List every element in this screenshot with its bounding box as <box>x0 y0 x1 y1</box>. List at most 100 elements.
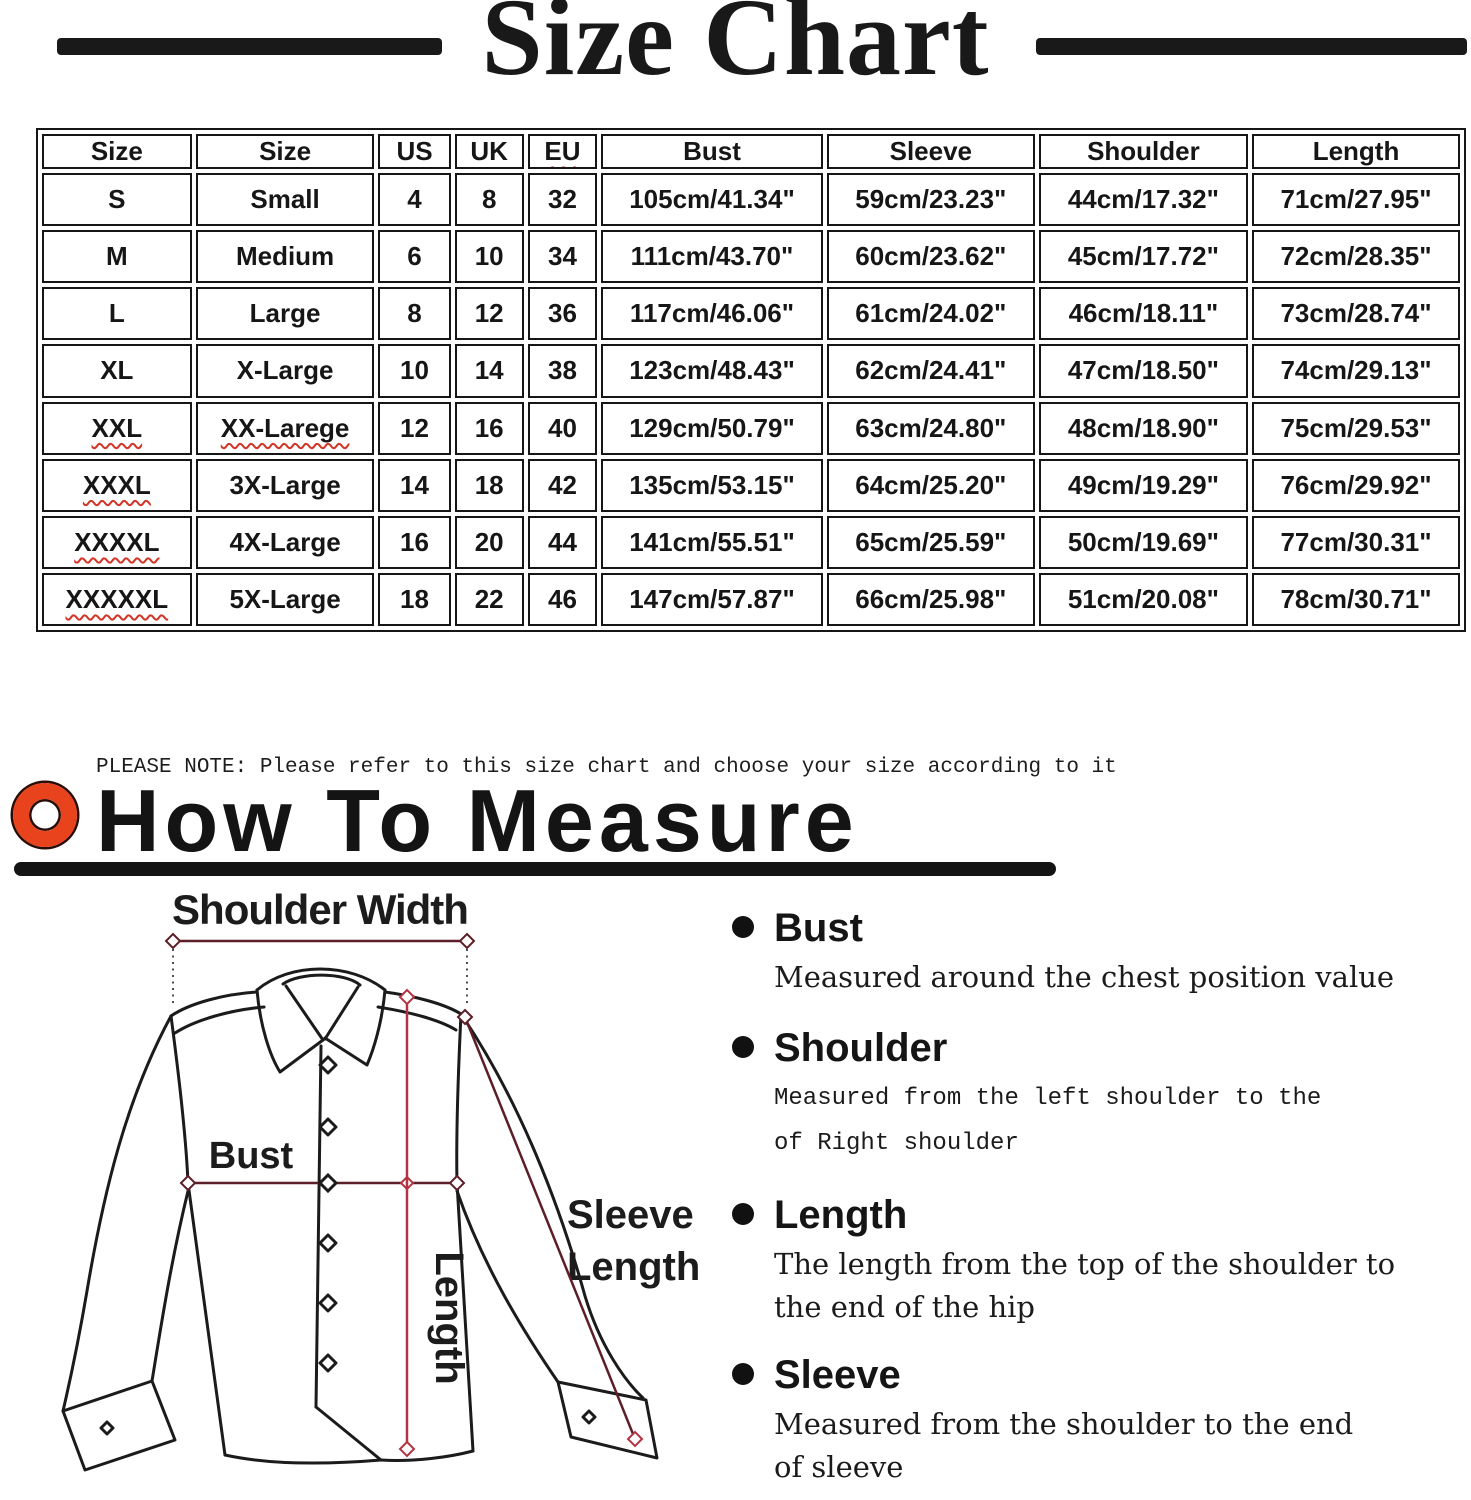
column-header: Sleeve <box>826 134 1035 169</box>
cell-size: XXXXL <box>42 515 192 569</box>
cell-length: 77cm/30.31" <box>1252 515 1460 569</box>
bullet-icon <box>732 1203 754 1225</box>
cell-eu: 42 <box>527 458 598 512</box>
cell-bust: 147cm/57.87" <box>601 572 823 626</box>
table-row: XXL XX-Larege 12 16 40 129cm/50.79" 63cm/24.80… <box>42 401 1460 455</box>
cell-name: Small <box>195 173 375 227</box>
table-row: XXXL 3X-Large 14 18 42 135cm/53.15" 64cm/25.20… <box>42 458 1460 512</box>
cell-us: 6 <box>378 230 451 284</box>
column-header: Size <box>195 134 375 169</box>
cell-uk: 18 <box>454 458 524 512</box>
cell-size: XL <box>42 344 192 398</box>
cell-length: 74cm/29.13" <box>1252 344 1460 398</box>
bust-measure-line <box>179 1172 466 1194</box>
page-title: Size Chart <box>481 0 990 98</box>
cell-uk: 8 <box>454 173 524 227</box>
sleeve-length-label-line1: Sleeve <box>567 1193 694 1237</box>
cell-size: L <box>42 287 192 341</box>
shoulder-width-label: Shoulder Width <box>172 886 468 933</box>
cell-eu: 36 <box>527 287 598 341</box>
cell-name: 4X-Large <box>195 515 375 569</box>
cell-uk: 10 <box>454 230 524 284</box>
size-table-head-row: Size Size US UK EU Bust Sleeve Shoulder Length <box>42 134 1460 169</box>
cell-length: 76cm/29.92" <box>1252 458 1460 512</box>
table-row: XL X-Large 10 14 38 123cm/48.43" 62cm/24.41" 47… <box>42 344 1460 398</box>
table-row: XXXXXL 5X-Large 18 22 46 147cm/57.87" 66cm/25.… <box>42 572 1460 626</box>
table-row: S Small 4 8 32 105cm/41.34" 59cm/23.23" 44cm/17… <box>42 173 1460 227</box>
measure-term: Bust <box>774 906 863 950</box>
cell-us: 10 <box>378 344 451 398</box>
cell-bust: 129cm/50.79" <box>601 401 823 455</box>
sleeve-length-label-line2: Length <box>567 1245 700 1289</box>
cell-size: S <box>42 173 192 227</box>
cell-us: 8 <box>378 287 451 341</box>
cell-uk: 16 <box>454 401 524 455</box>
please-note-text: PLEASE NOTE: Please refer to this size c… <box>96 756 1117 779</box>
cell-uk: 12 <box>454 287 524 341</box>
cell-uk: 14 <box>454 344 524 398</box>
cell-us: 12 <box>378 401 451 455</box>
measure-desc: Measured from the shoulder to the end of… <box>774 1407 1354 1484</box>
cell-name: Large <box>195 287 375 341</box>
cell-name: X-Large <box>195 344 375 398</box>
table-row: M Medium 6 10 34 111cm/43.70" 60cm/23.62" 45cm/… <box>42 230 1460 284</box>
measure-item-bust: Bust Measured around the chest position … <box>732 905 1470 999</box>
cell-sleeve: 62cm/24.41" <box>826 344 1035 398</box>
cell-bust: 141cm/55.51" <box>601 515 823 569</box>
measure-term: Sleeve <box>774 1353 901 1397</box>
measure-term: Shoulder <box>774 1026 948 1070</box>
column-header: UK <box>454 134 524 169</box>
cell-shoulder: 51cm/20.08" <box>1038 572 1249 626</box>
cell-us: 14 <box>378 458 451 512</box>
cell-bust: 117cm/46.06" <box>601 287 823 341</box>
cell-name: 3X-Large <box>195 458 375 512</box>
cell-length: 75cm/29.53" <box>1252 401 1460 455</box>
how-to-measure-heading: How To Measure <box>96 771 859 870</box>
cell-length: 73cm/28.74" <box>1252 287 1460 341</box>
measure-desc: The length from the top of the shoulder … <box>774 1247 1396 1324</box>
column-header: Size <box>42 134 192 169</box>
bullet-icon <box>732 916 754 938</box>
bust-label: Bust <box>209 1135 294 1177</box>
column-header: Shoulder <box>1038 134 1249 169</box>
title-row: Size Chart <box>0 0 1471 110</box>
length-measure-line <box>398 988 416 1458</box>
cell-shoulder: 44cm/17.32" <box>1038 173 1249 227</box>
cell-us: 4 <box>378 173 451 227</box>
cell-name: Medium <box>195 230 375 284</box>
cell-shoulder: 49cm/19.29" <box>1038 458 1249 512</box>
cell-shoulder: 50cm/19.69" <box>1038 515 1249 569</box>
column-header: Length <box>1252 134 1460 169</box>
measure-desc: Measured around the chest position value <box>774 960 1395 994</box>
cell-uk: 20 <box>454 515 524 569</box>
cell-length: 71cm/27.95" <box>1252 173 1460 227</box>
cell-size: XXXL <box>42 458 192 512</box>
cell-sleeve: 63cm/24.80" <box>826 401 1035 455</box>
target-ring-icon <box>13 783 77 847</box>
cell-bust: 105cm/41.34" <box>601 173 823 227</box>
sleeve-measure-line <box>456 1008 644 1448</box>
cell-sleeve: 64cm/25.20" <box>826 458 1035 512</box>
cell-sleeve: 65cm/25.59" <box>826 515 1035 569</box>
shoulder-width-measure-line <box>164 932 476 1004</box>
column-header: Bust <box>601 134 823 169</box>
measure-desc: Measured from the left shoulder to the o… <box>774 1085 1322 1157</box>
cell-eu: 44 <box>527 515 598 569</box>
cell-length: 78cm/30.71" <box>1252 572 1460 626</box>
heading-underline-bar <box>14 862 1056 876</box>
bullet-icon <box>732 1363 754 1385</box>
cell-eu: 38 <box>527 344 598 398</box>
cell-uk: 22 <box>454 572 524 626</box>
cell-eu: 34 <box>527 230 598 284</box>
cell-eu: 46 <box>527 572 598 626</box>
cell-us: 16 <box>378 515 451 569</box>
measure-item-length: Length The length from the top of the sh… <box>732 1192 1470 1329</box>
cell-size: M <box>42 230 192 284</box>
column-header: US <box>378 134 451 169</box>
cell-name: 5X-Large <box>195 572 375 626</box>
cell-shoulder: 48cm/18.90" <box>1038 401 1249 455</box>
cell-sleeve: 60cm/23.62" <box>826 230 1035 284</box>
cell-shoulder: 45cm/17.72" <box>1038 230 1249 284</box>
measure-term: Length <box>774 1193 908 1237</box>
